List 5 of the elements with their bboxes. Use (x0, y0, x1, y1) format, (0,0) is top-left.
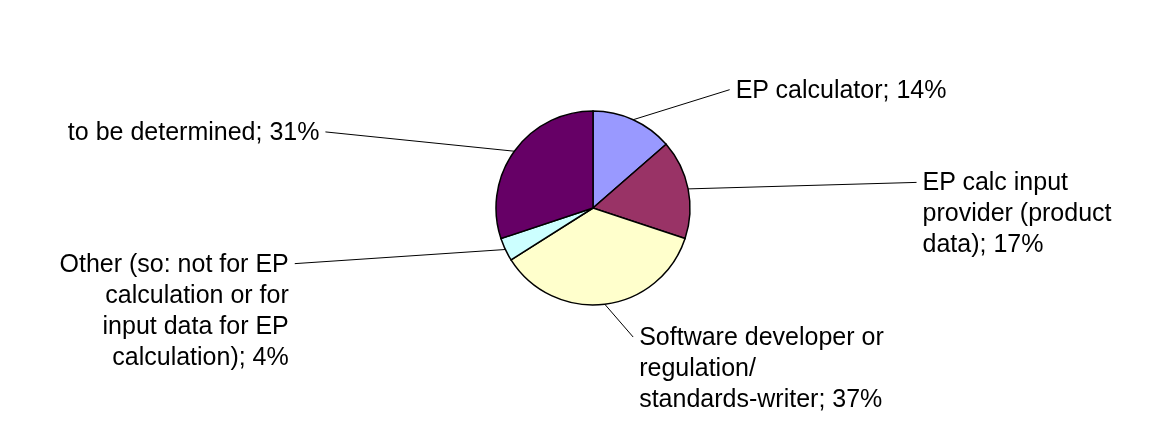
slice-label: to be determined; 31% (67, 116, 320, 145)
slice-label: Software developer or regulation/ standards-writer; 37% (639, 322, 884, 413)
slice-label: EP calculator; 14% (735, 74, 947, 103)
slice-label: Other (so: not for EP calculation or for input data for EP calculation); 4% (59, 248, 289, 370)
slice-label: EP calc input provider (product data); 17% (922, 167, 1112, 258)
